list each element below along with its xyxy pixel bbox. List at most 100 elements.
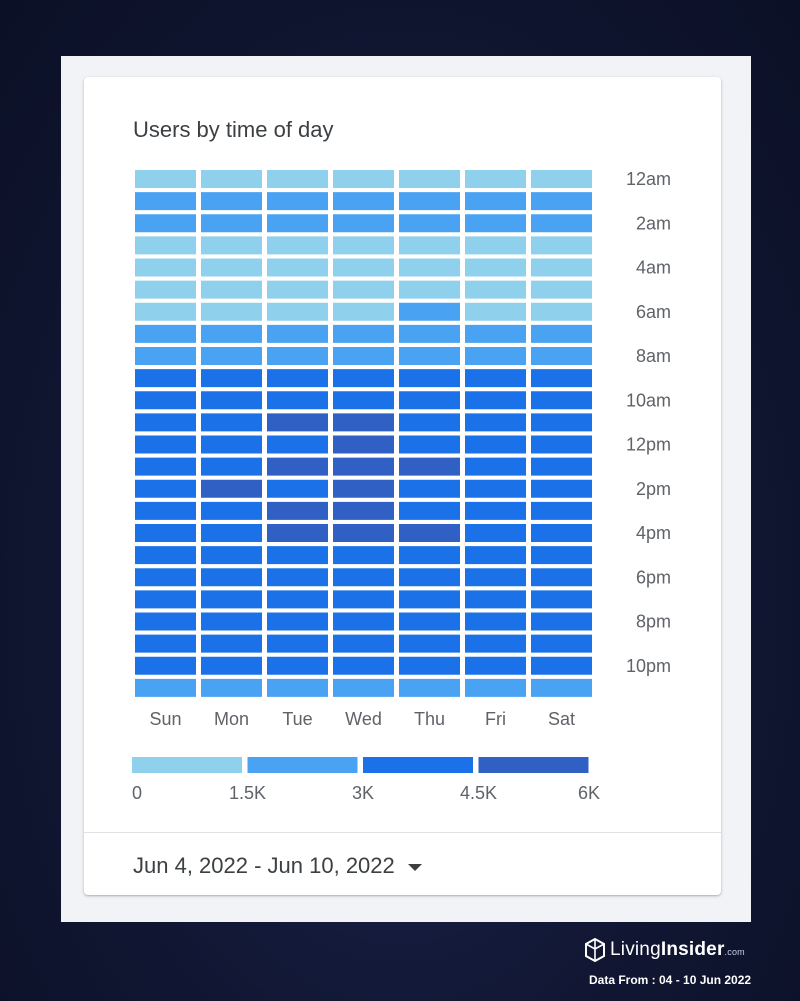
heatmap-cell-fri-5pm[interactable] [465,546,526,565]
heatmap-cell-thu-3am[interactable] [399,236,460,255]
heatmap-cell-sat-10pm[interactable] [531,656,592,675]
heatmap-cell-tue-8pm[interactable] [267,612,328,631]
heatmap-cell-sat-7pm[interactable] [531,590,592,609]
heatmap-cell-sun-3am[interactable] [135,236,196,255]
heatmap-cell-thu-8am[interactable] [399,347,460,365]
heatmap-cell-mon-10pm[interactable] [201,656,262,675]
heatmap-cell-mon-10am[interactable] [201,391,262,410]
heatmap-cell-sun-7am[interactable] [135,324,196,343]
heatmap-cell-tue-5pm[interactable] [267,546,328,565]
heatmap-cell-sun-2am[interactable] [135,214,196,233]
heatmap-cell-mon-8pm[interactable] [201,612,262,631]
heatmap-cell-sat-2pm[interactable] [531,479,592,498]
heatmap-cell-sun-10pm[interactable] [135,656,196,675]
heatmap-cell-sat-2am[interactable] [531,214,592,233]
heatmap-cell-tue-9am[interactable] [267,369,328,388]
heatmap-cell-mon-2pm[interactable] [201,479,262,498]
heatmap-cell-sat-1am[interactable] [531,192,592,211]
heatmap-cell-tue-6am[interactable] [267,302,328,321]
heatmap-cell-sat-11pm[interactable] [531,678,592,697]
heatmap-cell-sun-4am[interactable] [135,258,196,277]
heatmap-cell-wed-2pm[interactable] [333,479,394,498]
heatmap-cell-mon-9pm[interactable] [201,634,262,653]
heatmap-cell-fri-9pm[interactable] [465,634,526,653]
heatmap-cell-thu-7am[interactable] [399,324,460,343]
heatmap-cell-mon-7pm[interactable] [201,590,262,609]
heatmap-cell-thu-5am[interactable] [399,280,460,299]
heatmap-cell-sat-5am[interactable] [531,280,592,299]
heatmap-cell-thu-4am[interactable] [399,258,460,277]
heatmap-cell-sat-11am[interactable] [531,413,592,432]
heatmap-cell-fri-1pm[interactable] [465,457,526,476]
heatmap-cell-mon-12pm[interactable] [201,435,262,454]
heatmap-cell-sat-8pm[interactable] [531,612,592,631]
heatmap-cell-wed-12pm[interactable] [333,435,394,454]
heatmap-cell-mon-9am[interactable] [201,369,262,388]
heatmap-cell-tue-3am[interactable] [267,236,328,255]
heatmap-cell-tue-1pm[interactable] [267,457,328,476]
heatmap-cell-sat-3pm[interactable] [531,501,592,520]
heatmap-cell-sun-12am[interactable] [135,170,196,188]
heatmap-cell-wed-7pm[interactable] [333,590,394,609]
heatmap-cell-mon-5am[interactable] [201,280,262,299]
heatmap-cell-sun-5pm[interactable] [135,546,196,565]
heatmap-cell-thu-3pm[interactable] [399,501,460,520]
heatmap-cell-thu-11am[interactable] [399,413,460,432]
heatmap-cell-tue-4pm[interactable] [267,524,328,542]
heatmap-cell-sat-12pm[interactable] [531,435,592,454]
heatmap-cell-thu-9pm[interactable] [399,634,460,653]
heatmap-cell-mon-7am[interactable] [201,324,262,343]
heatmap-cell-sun-11am[interactable] [135,413,196,432]
heatmap-cell-fri-10am[interactable] [465,391,526,410]
heatmap-cell-thu-1am[interactable] [399,192,460,211]
heatmap-cell-fri-2am[interactable] [465,214,526,233]
heatmap-cell-tue-6pm[interactable] [267,568,328,587]
heatmap-cell-fri-11am[interactable] [465,413,526,432]
heatmap-cell-sat-8am[interactable] [531,347,592,365]
heatmap-cell-tue-2am[interactable] [267,214,328,233]
heatmap-cell-fri-4am[interactable] [465,258,526,277]
heatmap-cell-mon-4pm[interactable] [201,524,262,542]
heatmap-cell-mon-8am[interactable] [201,347,262,365]
heatmap-cell-sat-5pm[interactable] [531,546,592,565]
heatmap-cell-thu-2pm[interactable] [399,479,460,498]
heatmap-cell-thu-2am[interactable] [399,214,460,233]
heatmap-cell-fri-7pm[interactable] [465,590,526,609]
heatmap-cell-fri-4pm[interactable] [465,524,526,542]
heatmap-cell-mon-1am[interactable] [201,192,262,211]
heatmap-cell-sat-6pm[interactable] [531,568,592,587]
heatmap-cell-wed-1pm[interactable] [333,457,394,476]
heatmap-cell-tue-3pm[interactable] [267,501,328,520]
heatmap-cell-thu-12am[interactable] [399,170,460,188]
heatmap-cell-fri-6am[interactable] [465,302,526,321]
heatmap-cell-thu-1pm[interactable] [399,457,460,476]
heatmap-cell-fri-5am[interactable] [465,280,526,299]
heatmap-cell-mon-3pm[interactable] [201,501,262,520]
heatmap-cell-wed-8am[interactable] [333,347,394,365]
heatmap-cell-fri-11pm[interactable] [465,678,526,697]
heatmap-cell-tue-12pm[interactable] [267,435,328,454]
heatmap-cell-sun-1pm[interactable] [135,457,196,476]
heatmap-cell-thu-6pm[interactable] [399,568,460,587]
heatmap-cell-tue-11am[interactable] [267,413,328,432]
heatmap-cell-tue-9pm[interactable] [267,634,328,653]
heatmap-cell-tue-11pm[interactable] [267,678,328,697]
heatmap-cell-sat-4pm[interactable] [531,524,592,542]
heatmap-cell-fri-1am[interactable] [465,192,526,211]
heatmap-cell-sat-4am[interactable] [531,258,592,277]
heatmap-cell-tue-5am[interactable] [267,280,328,299]
heatmap-cell-wed-2am[interactable] [333,214,394,233]
heatmap-cell-sun-8pm[interactable] [135,612,196,631]
heatmap-cell-sun-11pm[interactable] [135,678,196,697]
heatmap-cell-wed-10pm[interactable] [333,656,394,675]
heatmap-cell-wed-10am[interactable] [333,391,394,410]
heatmap-cell-sat-9am[interactable] [531,369,592,388]
heatmap-cell-fri-9am[interactable] [465,369,526,388]
heatmap-cell-tue-8am[interactable] [267,347,328,365]
heatmap-cell-wed-11am[interactable] [333,413,394,432]
heatmap-cell-wed-8pm[interactable] [333,612,394,631]
heatmap-cell-sun-5am[interactable] [135,280,196,299]
heatmap-cell-sat-3am[interactable] [531,236,592,255]
heatmap-cell-sun-3pm[interactable] [135,501,196,520]
heatmap-cell-wed-6am[interactable] [333,302,394,321]
